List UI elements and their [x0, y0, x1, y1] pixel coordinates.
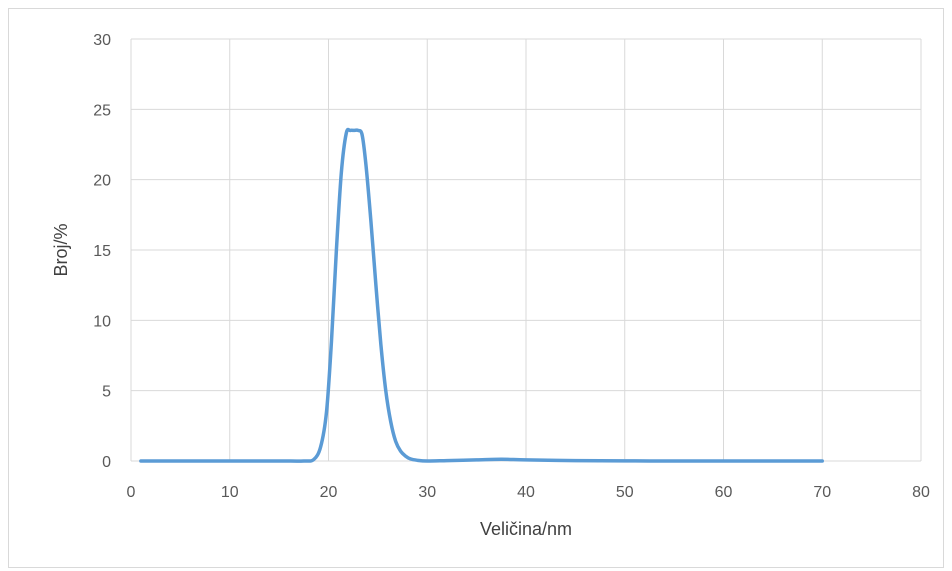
y-tick-label: 20 [93, 173, 111, 190]
y-tick-label: 30 [93, 32, 111, 49]
x-tick-label: 30 [418, 484, 436, 501]
y-axis-title: Broj/% [51, 223, 71, 276]
x-tick-label: 40 [517, 484, 535, 501]
x-tick-label: 50 [616, 484, 634, 501]
series-line [139, 127, 824, 463]
x-tick-label: 60 [715, 484, 733, 501]
tick-labels: 0 5 10 15 20 25 30 0 10 20 30 40 50 60 70 80 [93, 32, 930, 501]
x-tick-label: 0 [127, 484, 136, 501]
y-tick-label: 5 [102, 384, 111, 401]
x-tick-label: 20 [320, 484, 338, 501]
y-tick-label: 25 [93, 102, 111, 119]
line-chart: 0 5 10 15 20 25 30 0 10 20 30 40 50 60 70 80 Veličina/n… [51, 32, 930, 539]
grid-lines [130, 38, 922, 462]
y-tick-label: 0 [102, 454, 111, 471]
x-tick-label: 70 [813, 484, 831, 501]
x-tick-label: 80 [912, 484, 930, 501]
chart-frame: 0 5 10 15 20 25 30 0 10 20 30 40 50 60 70 80 Veličina/n… [8, 8, 944, 568]
x-tick-label: 10 [221, 484, 239, 501]
x-axis-title: Veličina/nm [480, 519, 572, 539]
y-tick-label: 15 [93, 243, 111, 260]
y-tick-label: 10 [93, 313, 111, 330]
series-layer [139, 127, 824, 463]
